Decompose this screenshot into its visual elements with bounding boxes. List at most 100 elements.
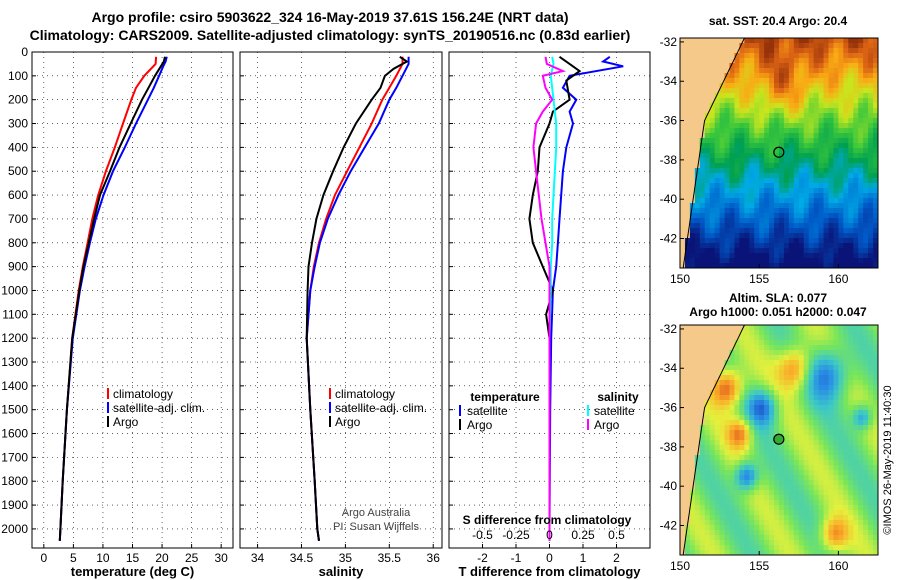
map-cell xyxy=(863,228,869,234)
map-cell xyxy=(699,355,706,361)
map-cell xyxy=(714,485,720,491)
map-cell xyxy=(764,480,770,486)
map-cell xyxy=(823,63,829,69)
map-cell xyxy=(779,48,785,54)
map-cell xyxy=(843,143,849,149)
map-cell xyxy=(783,345,790,351)
map-cell xyxy=(689,223,696,229)
map-cell xyxy=(684,435,691,441)
map-cell xyxy=(714,525,720,531)
map-cell xyxy=(818,540,824,546)
map-cell xyxy=(724,355,730,361)
map-cell xyxy=(714,475,720,481)
map-cell xyxy=(680,113,686,119)
map-cell xyxy=(764,370,770,376)
sst-map-cells xyxy=(680,38,879,269)
map-cell xyxy=(843,420,849,426)
map-cell xyxy=(774,128,780,134)
map-cell xyxy=(704,118,711,124)
map-cell xyxy=(863,535,869,541)
map-cell xyxy=(828,410,834,416)
map-cell xyxy=(769,93,775,99)
map-cell xyxy=(769,445,775,451)
map-cell xyxy=(848,545,854,551)
map-cell xyxy=(749,193,755,199)
map-cell xyxy=(769,465,775,471)
map-cell xyxy=(689,435,696,441)
map-cell xyxy=(749,158,755,164)
map-cell xyxy=(739,455,745,461)
map-cell xyxy=(858,213,864,219)
map-cell xyxy=(774,253,780,259)
map-cell xyxy=(808,158,815,164)
map-cell xyxy=(843,450,849,456)
y-tick-label: 200 xyxy=(8,93,28,107)
map-cell xyxy=(714,103,720,109)
map-cell xyxy=(863,515,869,521)
map-cell xyxy=(793,500,800,506)
map-cell xyxy=(739,385,745,391)
map-cell xyxy=(803,193,810,199)
map-cell xyxy=(709,143,716,149)
map-cell xyxy=(823,470,829,476)
map-cell xyxy=(843,390,849,396)
map-cell xyxy=(803,63,810,69)
map-cell xyxy=(863,258,869,264)
map-cell xyxy=(709,98,716,104)
map-cell xyxy=(739,253,745,259)
map-cell xyxy=(769,410,775,416)
map-cell xyxy=(873,238,879,244)
map-cell xyxy=(838,475,844,481)
map-cell xyxy=(774,238,780,244)
map-cell xyxy=(709,505,716,511)
map-cell xyxy=(808,248,815,254)
map-cell xyxy=(699,385,706,391)
map-cell xyxy=(828,500,834,506)
map-cell xyxy=(694,440,701,446)
map-cell xyxy=(680,450,686,456)
map-cell xyxy=(833,325,839,331)
map-cell xyxy=(858,103,864,109)
map-cell xyxy=(744,495,750,501)
map-cell xyxy=(873,370,879,376)
map-cell xyxy=(868,365,874,371)
map-cell xyxy=(863,183,869,189)
map-cell xyxy=(749,258,755,264)
map-cell xyxy=(734,48,740,54)
map-cell xyxy=(833,530,839,536)
map-cell xyxy=(694,258,701,264)
map-cell xyxy=(689,425,696,431)
map-cell xyxy=(793,73,800,79)
map-cell xyxy=(783,425,790,431)
map-cell xyxy=(793,380,800,386)
map-cell xyxy=(749,53,755,59)
map-cell xyxy=(774,103,780,109)
map-cell xyxy=(704,445,711,451)
map-cell xyxy=(813,510,819,516)
map-cell xyxy=(734,163,740,169)
map-cell xyxy=(798,465,805,471)
map-cell xyxy=(833,480,839,486)
map-cell xyxy=(803,263,810,269)
map-cell xyxy=(689,390,696,396)
map-cell xyxy=(798,143,805,149)
map-cell xyxy=(833,183,839,189)
map-cell xyxy=(764,153,770,159)
map-cell xyxy=(764,168,770,174)
map-cell xyxy=(709,415,716,421)
map-cell xyxy=(808,355,815,361)
map-cell xyxy=(788,365,795,371)
x-tick-label: -2 xyxy=(477,551,488,565)
map-cell xyxy=(779,490,785,496)
map-cell xyxy=(838,223,844,229)
map-cell xyxy=(858,233,864,239)
map-cell xyxy=(823,400,829,406)
map-cell xyxy=(843,213,849,219)
map-cell xyxy=(689,73,696,79)
map-cell xyxy=(808,183,815,189)
map-cell xyxy=(734,475,740,481)
map-cell xyxy=(754,365,760,371)
map-cell xyxy=(684,355,691,361)
top-tick-label: 0.5 xyxy=(608,528,625,542)
map-cell xyxy=(744,485,750,491)
